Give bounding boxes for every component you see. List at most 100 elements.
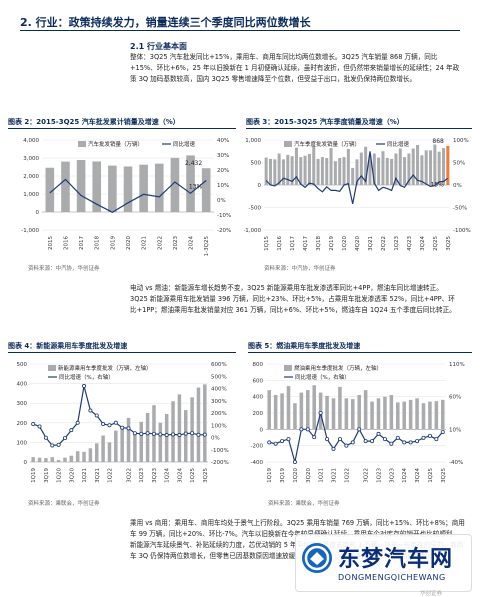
bar [433, 144, 437, 185]
x-tick-label: 1Q24 [165, 468, 171, 483]
x-tick-label: 2016 [64, 236, 70, 250]
y-tick-label-left: -1,000 [21, 228, 39, 234]
y-tick-label-right: 0% [217, 198, 226, 204]
y-tick-label-right: -10% [217, 213, 231, 219]
x-tick-label: 3Q24 [415, 468, 421, 483]
y-tick-label-right: 200% [211, 411, 227, 417]
bar [338, 158, 342, 185]
x-tick-label: 3Q25 [441, 468, 447, 483]
bar [31, 457, 35, 462]
y-tick-label-left: 200 [253, 411, 264, 417]
x-tick-label: 4Q23 [407, 235, 413, 250]
y-tick-label-left: 600 [253, 378, 264, 384]
y-tick-label-right: -100% [211, 448, 229, 454]
bar [390, 158, 394, 185]
bar [416, 144, 420, 185]
legend-bar-swatch [78, 141, 86, 147]
watermark-brand: 东梦汽车网 [338, 547, 454, 572]
x-tick-label: 3Q22 [127, 468, 133, 483]
y-tick-label-left: 200 [17, 421, 28, 427]
figure-5-rule [248, 352, 472, 353]
y-tick-label-right: -200% [211, 460, 229, 466]
x-tick-label: 3Q20 [69, 467, 75, 482]
x-tick-label: 1Q21 [82, 468, 88, 483]
growth-point [408, 440, 413, 445]
growth-point [350, 440, 355, 445]
bar [101, 435, 105, 462]
bar [415, 398, 419, 430]
x-tick-label: 3Q18 [316, 236, 322, 251]
growth-point [183, 431, 188, 436]
bar [61, 161, 70, 212]
bar [145, 413, 150, 462]
y-tick-label-right: -40% [449, 460, 463, 466]
figure-2-rule [8, 128, 236, 129]
bar [56, 460, 61, 462]
growth-point [292, 460, 297, 465]
bar [190, 397, 194, 462]
x-tick-label: 1Q24 [402, 467, 408, 482]
watermark-overlay: 东梦汽车网 DONGMENGQICHEWANG [295, 534, 472, 592]
bar [177, 394, 182, 462]
bar [344, 398, 349, 430]
growth-line [269, 412, 444, 463]
bar [196, 387, 201, 462]
growth-point [69, 428, 74, 433]
growth-point [325, 437, 330, 442]
bar [126, 417, 131, 462]
y-tick-label-left: 3,000 [23, 156, 39, 162]
bar [107, 442, 112, 462]
bar [368, 155, 372, 185]
bar [376, 398, 381, 430]
y-tick-label-left: 0 [260, 427, 264, 433]
bar [394, 153, 398, 185]
bar [170, 157, 180, 212]
bar [164, 413, 169, 462]
x-tick-label: 3Q19 [280, 468, 286, 483]
growth-line [49, 178, 207, 213]
x-tick-label: 1Q22 [108, 468, 114, 483]
bar [50, 457, 54, 462]
figure-4-title: 图表 4：新能源乘用车季度批发及增速 [8, 342, 128, 350]
x-tick-label: 3Q23 [152, 468, 158, 483]
bar [307, 153, 311, 185]
y-tick-label-right: 20% [217, 168, 229, 174]
bar [338, 386, 342, 430]
growth-point [145, 431, 150, 436]
x-tick-label: 1Q20 [342, 235, 348, 250]
x-tick-label: 2023 [173, 235, 179, 249]
bar [108, 165, 117, 212]
bar [186, 155, 195, 212]
subsection-title: 2.1 行业基本面 [130, 42, 187, 51]
x-tick-label: 1-3Q25 [204, 236, 210, 257]
y-tick-label-right: -100% [453, 228, 471, 234]
bar [299, 157, 303, 185]
x-tick-label: 1Q19 [31, 468, 37, 483]
growth-point [286, 437, 291, 442]
growth-point [177, 433, 182, 438]
bar [333, 161, 337, 185]
legend-line-label: 同比增速 [387, 140, 410, 148]
bar [385, 158, 389, 185]
watermark-corner: 华创证券 [420, 591, 443, 597]
x-tick-label: 2Q22 [381, 236, 387, 251]
figure-4-source: 资料来源：乘联会，华创证券 [28, 501, 100, 507]
growth-point [427, 433, 432, 438]
x-tick-label: 3Q20 [306, 468, 312, 483]
bar [82, 451, 86, 462]
data-annotation: 868 [432, 138, 444, 145]
y-tick-label-right: 10% [449, 427, 461, 433]
bar [342, 157, 346, 185]
bar [303, 155, 307, 185]
section-divider [20, 30, 460, 31]
growth-point [132, 431, 137, 436]
x-tick-label: 1Q21 [319, 468, 325, 483]
bar [203, 384, 207, 462]
bar [273, 159, 277, 185]
bar [421, 403, 426, 430]
y-tick-label-left: 0 [36, 210, 40, 216]
bar [357, 395, 361, 430]
bar [389, 395, 394, 430]
bar [139, 164, 148, 212]
figure-5-source: 资料来源：乘联会，华创证券 [268, 501, 340, 507]
